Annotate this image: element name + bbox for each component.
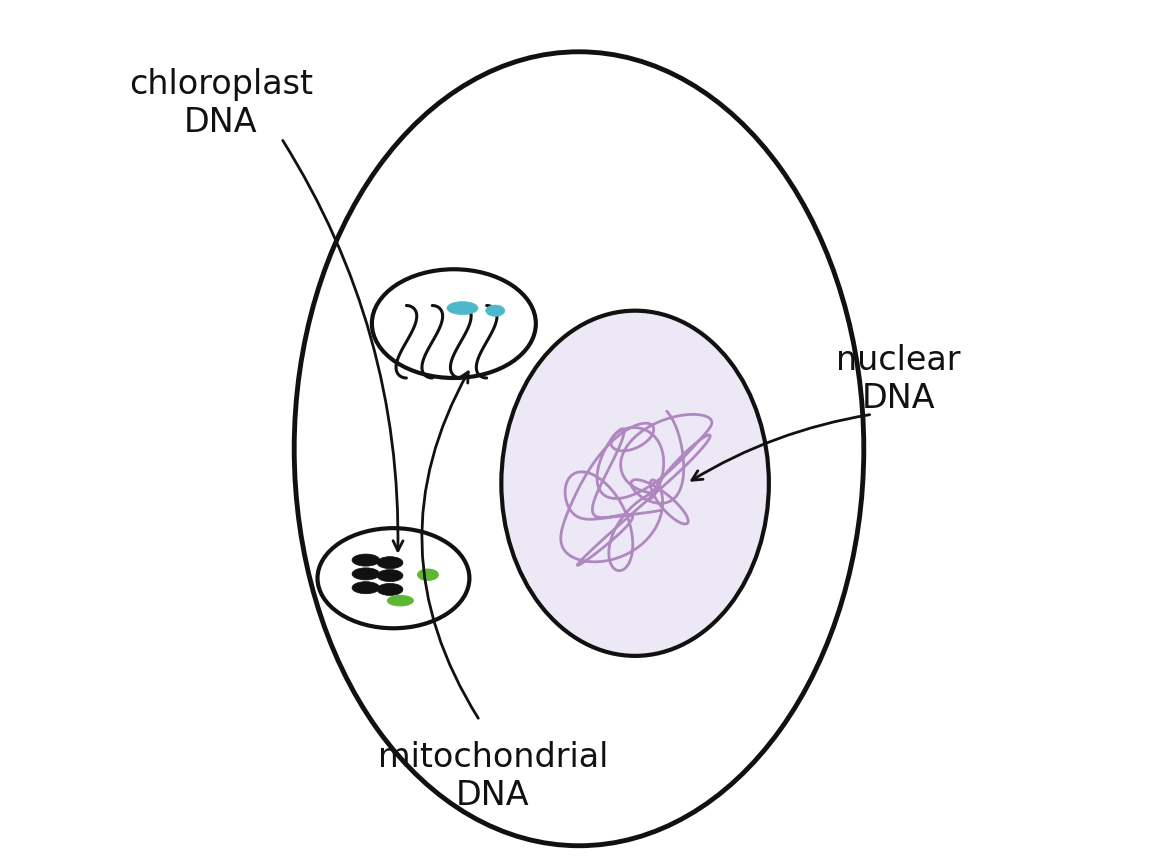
Ellipse shape <box>352 568 380 580</box>
Text: nuclear
DNA: nuclear DNA <box>836 344 960 415</box>
Ellipse shape <box>378 557 403 569</box>
Ellipse shape <box>372 269 536 378</box>
Ellipse shape <box>501 311 769 656</box>
Text: chloroplast
DNA: chloroplast DNA <box>129 68 313 139</box>
Ellipse shape <box>352 582 380 594</box>
Ellipse shape <box>388 595 413 606</box>
Ellipse shape <box>352 554 380 566</box>
Text: mitochondrial
DNA: mitochondrial DNA <box>378 741 608 812</box>
Ellipse shape <box>486 306 505 317</box>
Ellipse shape <box>447 302 478 314</box>
Ellipse shape <box>378 583 403 595</box>
Ellipse shape <box>317 528 469 628</box>
Ellipse shape <box>418 570 439 580</box>
Ellipse shape <box>378 570 403 582</box>
Ellipse shape <box>294 52 864 846</box>
